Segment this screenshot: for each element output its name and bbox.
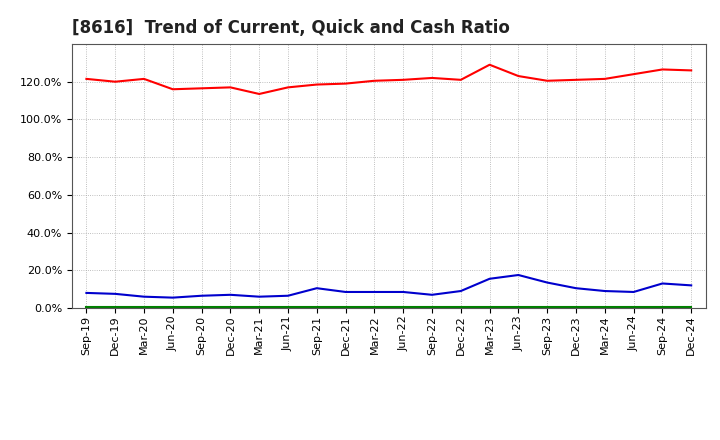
Quick Ratio — [111, 305, 120, 310]
Cash Ratio — [456, 288, 465, 293]
Cash Ratio — [485, 276, 494, 282]
Cash Ratio — [255, 294, 264, 299]
Current Ratio — [485, 62, 494, 67]
Quick Ratio — [428, 305, 436, 310]
Quick Ratio — [629, 305, 638, 310]
Quick Ratio — [456, 305, 465, 310]
Quick Ratio — [140, 305, 148, 310]
Quick Ratio — [255, 305, 264, 310]
Cash Ratio — [82, 290, 91, 296]
Current Ratio — [687, 68, 696, 73]
Cash Ratio — [399, 290, 408, 295]
Cash Ratio — [140, 294, 148, 299]
Current Ratio — [341, 81, 350, 86]
Cash Ratio — [543, 280, 552, 285]
Cash Ratio — [168, 295, 177, 300]
Quick Ratio — [600, 305, 609, 310]
Current Ratio — [456, 77, 465, 82]
Current Ratio — [312, 82, 321, 87]
Current Ratio — [600, 76, 609, 81]
Quick Ratio — [168, 305, 177, 310]
Cash Ratio — [600, 288, 609, 293]
Cash Ratio — [226, 292, 235, 297]
Current Ratio — [82, 76, 91, 81]
Quick Ratio — [658, 305, 667, 310]
Quick Ratio — [197, 305, 206, 310]
Line: Cash Ratio: Cash Ratio — [86, 275, 691, 297]
Current Ratio — [168, 87, 177, 92]
Cash Ratio — [312, 286, 321, 291]
Quick Ratio — [687, 305, 696, 310]
Cash Ratio — [111, 291, 120, 297]
Current Ratio — [197, 86, 206, 91]
Quick Ratio — [485, 305, 494, 310]
Cash Ratio — [572, 286, 580, 291]
Quick Ratio — [370, 305, 379, 310]
Current Ratio — [658, 67, 667, 72]
Quick Ratio — [399, 305, 408, 310]
Quick Ratio — [226, 305, 235, 310]
Current Ratio — [543, 78, 552, 84]
Quick Ratio — [543, 305, 552, 310]
Quick Ratio — [572, 305, 580, 310]
Quick Ratio — [514, 305, 523, 310]
Current Ratio — [255, 92, 264, 97]
Current Ratio — [370, 78, 379, 84]
Current Ratio — [226, 85, 235, 90]
Cash Ratio — [197, 293, 206, 298]
Cash Ratio — [658, 281, 667, 286]
Current Ratio — [514, 73, 523, 79]
Cash Ratio — [514, 272, 523, 278]
Current Ratio — [284, 85, 292, 90]
Current Ratio — [572, 77, 580, 82]
Cash Ratio — [687, 283, 696, 288]
Quick Ratio — [312, 305, 321, 310]
Cash Ratio — [341, 290, 350, 295]
Quick Ratio — [341, 305, 350, 310]
Current Ratio — [629, 72, 638, 77]
Current Ratio — [111, 79, 120, 84]
Current Ratio — [140, 76, 148, 81]
Quick Ratio — [284, 305, 292, 310]
Quick Ratio — [82, 305, 91, 310]
Current Ratio — [428, 75, 436, 81]
Cash Ratio — [428, 292, 436, 297]
Text: [8616]  Trend of Current, Quick and Cash Ratio: [8616] Trend of Current, Quick and Cash … — [72, 19, 510, 37]
Line: Current Ratio: Current Ratio — [86, 65, 691, 94]
Cash Ratio — [370, 290, 379, 295]
Cash Ratio — [284, 293, 292, 298]
Cash Ratio — [629, 290, 638, 295]
Current Ratio — [399, 77, 408, 82]
